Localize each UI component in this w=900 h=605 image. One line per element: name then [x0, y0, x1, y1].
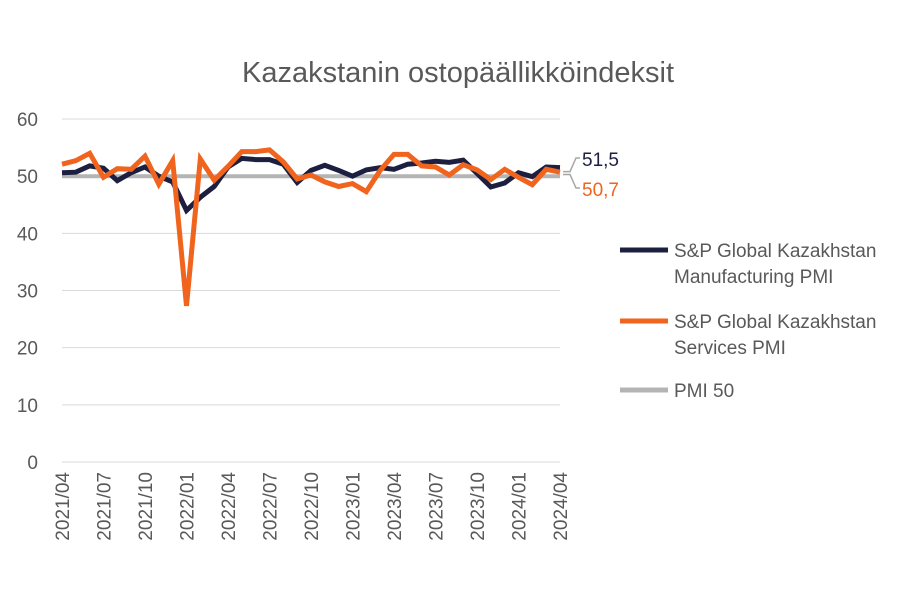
- end-label-services: 50,7: [582, 180, 619, 201]
- legend-label: S&P Global Kazakhstan Manufacturing PMI: [674, 241, 876, 288]
- y-tick-label: 20: [17, 339, 38, 360]
- end-label-connector: [563, 173, 580, 189]
- x-tick-label: 2023/04: [385, 472, 406, 541]
- x-tick-label: 2023/10: [468, 472, 489, 541]
- x-tick-label: 2021/04: [53, 472, 74, 541]
- y-tick-label: 40: [17, 224, 38, 245]
- x-tick-label: 2023/07: [427, 472, 448, 541]
- chart-title: Kazakstanin ostopäällikköindeksit: [242, 57, 674, 89]
- end-label-connector: [563, 157, 580, 173]
- series-line-services: [61, 147, 561, 307]
- x-tick-label: 2022/07: [261, 472, 282, 541]
- y-tick-label: 0: [27, 453, 38, 474]
- x-tick-label: 2022/10: [302, 472, 323, 541]
- x-tick-label: 2023/01: [344, 472, 365, 541]
- y-tick-label: 50: [17, 167, 38, 188]
- y-tick-label: 60: [17, 110, 38, 131]
- x-tick-label: 2024/04: [551, 472, 572, 541]
- legend-label: PMI 50: [674, 381, 734, 402]
- x-tick-label: 2021/07: [95, 472, 116, 541]
- legend-label: S&P Global Kazakhstan Services PMI: [674, 312, 876, 359]
- x-tick-label: 2021/10: [136, 472, 157, 541]
- end-label-manufacturing: 51,5: [582, 150, 619, 171]
- series-line-manufacturing: [61, 155, 561, 215]
- x-tick-label: 2022/04: [219, 472, 240, 541]
- x-tick-label: 2024/01: [510, 472, 531, 541]
- y-tick-label: 10: [17, 396, 38, 417]
- x-tick-label: 2022/01: [178, 472, 199, 541]
- y-tick-label: 30: [17, 282, 38, 303]
